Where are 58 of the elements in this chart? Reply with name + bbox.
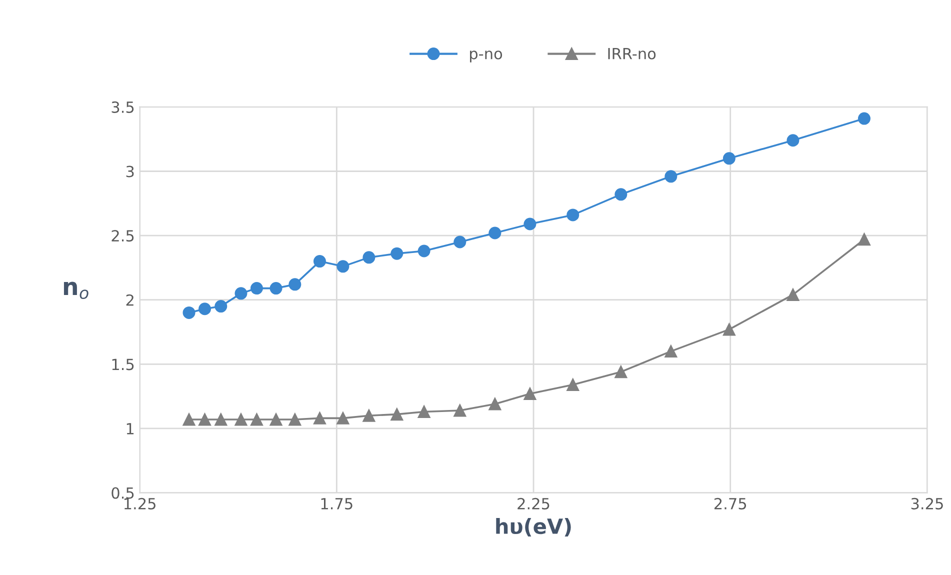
y-tick-label: 2.5 bbox=[112, 230, 134, 242]
point bbox=[566, 208, 580, 222]
point bbox=[858, 233, 870, 246]
point bbox=[313, 412, 326, 424]
point bbox=[664, 170, 678, 183]
x-tick-label: 3.25 bbox=[911, 498, 943, 510]
point bbox=[182, 413, 196, 426]
point bbox=[288, 278, 302, 291]
y-tick-label: 0.5 bbox=[112, 487, 134, 499]
y-axis-title: n$_{o}$ bbox=[64, 282, 88, 300]
point bbox=[786, 134, 800, 147]
point bbox=[336, 260, 350, 273]
point bbox=[664, 345, 678, 358]
point bbox=[234, 287, 248, 300]
point bbox=[524, 218, 536, 230]
point bbox=[336, 412, 350, 424]
point bbox=[288, 413, 302, 426]
y-tick-label: 2 bbox=[126, 294, 134, 306]
point bbox=[418, 406, 430, 418]
point bbox=[198, 413, 212, 426]
y-tick-label: 1 bbox=[126, 423, 134, 434]
point bbox=[214, 300, 228, 313]
legend-label: IRR-no bbox=[608, 48, 656, 60]
point bbox=[418, 244, 430, 258]
point bbox=[488, 398, 502, 410]
point bbox=[362, 251, 376, 264]
point bbox=[488, 226, 502, 240]
y-tick-label: 3 bbox=[126, 166, 134, 178]
point bbox=[313, 255, 326, 268]
point bbox=[454, 236, 466, 248]
point bbox=[270, 413, 282, 426]
point bbox=[614, 366, 628, 378]
point bbox=[566, 378, 580, 391]
y-tick-label: 3.5 bbox=[112, 101, 134, 113]
point bbox=[270, 282, 282, 295]
point bbox=[454, 404, 466, 417]
point bbox=[362, 409, 376, 422]
x-tick-label: 1.25 bbox=[124, 498, 156, 510]
point bbox=[182, 306, 196, 319]
legend-label: p-no bbox=[470, 50, 502, 62]
point bbox=[250, 413, 263, 426]
point bbox=[250, 282, 263, 295]
x-axis-title: hυ(eV) bbox=[496, 518, 571, 537]
y-tick-label: 1.5 bbox=[112, 358, 134, 370]
x-tick-label: 2.25 bbox=[518, 498, 550, 510]
point bbox=[390, 247, 404, 260]
point bbox=[614, 188, 628, 201]
point bbox=[198, 302, 212, 316]
point bbox=[786, 288, 800, 301]
x-tick-label: 2.75 bbox=[714, 498, 746, 510]
point bbox=[214, 413, 228, 426]
point bbox=[234, 413, 248, 426]
point bbox=[722, 152, 736, 165]
point bbox=[390, 408, 404, 421]
point bbox=[722, 323, 736, 336]
x-tick-label: 1.75 bbox=[321, 498, 352, 510]
point bbox=[524, 387, 536, 400]
point bbox=[858, 112, 870, 125]
